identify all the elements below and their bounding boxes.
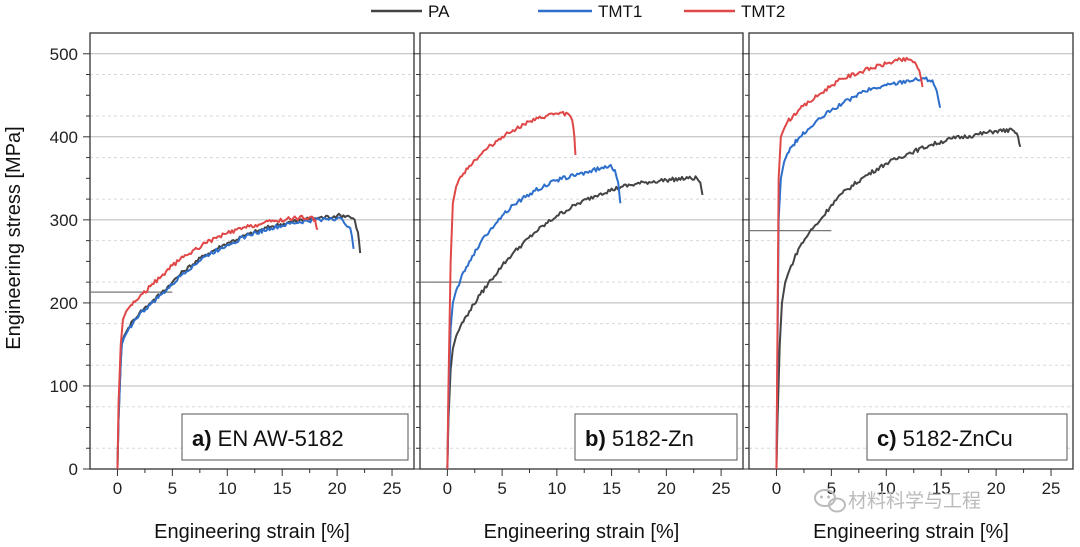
wechat-icon — [814, 489, 846, 513]
y-tick-label: 300 — [50, 211, 78, 230]
x-axis-title: Engineering strain [%] — [484, 521, 680, 543]
x-tick-label: 5 — [827, 479, 836, 498]
series-pa-b — [446, 175, 704, 470]
y-axis-title-group: Engineering stress [MPa] — [3, 126, 25, 349]
x-axis-title: Engineering strain [%] — [813, 521, 1009, 543]
panel-label-text: 5182-ZnCu — [897, 426, 1013, 451]
watermark: 材料科学与工程 — [814, 489, 981, 513]
x-tick-label: 20 — [657, 479, 676, 498]
legend: PA TMT1 TMT2 — [371, 2, 785, 21]
legend-label-pa: PA — [428, 2, 450, 21]
panel-c: 0 5 10 15 20 25 Engineering strain [%] c) 5182-… — [742, 32, 1074, 543]
x-tick-label: 10 — [877, 479, 896, 498]
panel-label-text: EN AW-5182 — [212, 426, 344, 451]
x-tick-label: 20 — [987, 479, 1006, 498]
x-tick-label: 5 — [497, 479, 506, 498]
x-tick-label: 25 — [712, 479, 731, 498]
y-tick-label: 100 — [50, 377, 78, 396]
panel-b: 0 5 10 15 20 25 Engineering strain [%] b) 5182-… — [413, 32, 744, 543]
panel-frame — [89, 32, 415, 470]
y-axis-title: Engineering stress [MPa] — [3, 126, 25, 349]
panel-a: 0 5 10 15 20 25 0 100 200 300 400 500 Engineering st… — [50, 32, 415, 543]
x-tick-label: 0 — [113, 479, 122, 498]
x-tick-label: 0 — [443, 479, 452, 498]
panel-label-box — [181, 413, 409, 461]
x-axis-title: Engineering strain [%] — [154, 521, 350, 543]
x-tick-label: 25 — [1042, 479, 1061, 498]
x-tick-label: 10 — [218, 479, 237, 498]
series-pa-c — [775, 127, 1022, 470]
legend-label-tmt2: TMT2 — [741, 2, 785, 21]
y-tick-label: 0 — [69, 460, 78, 479]
x-tick-label: 15 — [932, 479, 951, 498]
x-tick-label: 15 — [602, 479, 621, 498]
series-tmt1-b — [446, 163, 622, 470]
x-tick-label: 5 — [168, 479, 177, 498]
legend-label-tmt1: TMT1 — [598, 2, 642, 21]
panel-label: c) 5182-ZnCu — [877, 426, 1013, 451]
panel-label-box — [574, 413, 738, 461]
series-tmt2-a — [116, 214, 319, 470]
panel-label: a) EN AW-5182 — [192, 426, 344, 451]
panel-label-prefix: b) — [585, 426, 606, 451]
x-tick-label: 0 — [772, 479, 781, 498]
panel-label: b) 5182-Zn — [585, 426, 694, 451]
series-tmt1-c — [775, 76, 942, 470]
panel-label-box — [866, 413, 1068, 461]
panel-label-prefix: a) — [192, 426, 212, 451]
watermark-text: 材料科学与工程 — [848, 490, 981, 512]
x-tick-label: 15 — [273, 479, 292, 498]
y-tick-label: 400 — [50, 128, 78, 147]
panel-frame — [419, 32, 744, 470]
x-tick-label: 20 — [328, 479, 347, 498]
series-tmt2-b — [446, 110, 577, 470]
x-tick-label: 10 — [547, 479, 566, 498]
y-tick-label: 500 — [50, 45, 78, 64]
series-tmt2-c — [775, 56, 924, 470]
panel-label-prefix: c) — [877, 426, 897, 451]
panel-frame — [748, 32, 1074, 470]
panel-label-text: 5182-Zn — [606, 426, 694, 451]
y-tick-label: 200 — [50, 294, 78, 313]
x-tick-label: 25 — [383, 479, 402, 498]
